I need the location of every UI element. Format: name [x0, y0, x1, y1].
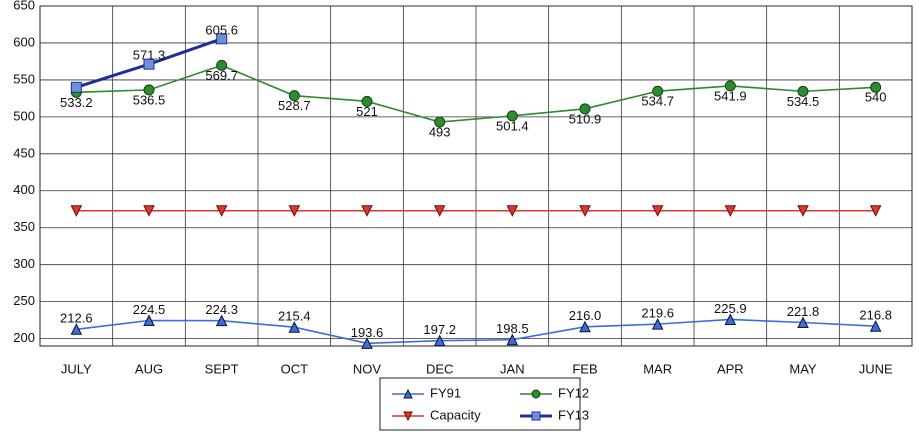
marker: [361, 205, 373, 217]
marker: [143, 58, 155, 70]
y-tick-label: 300: [13, 256, 35, 271]
marker: [797, 85, 809, 97]
x-tick-label: JUNE: [859, 361, 893, 376]
y-tick-label: 350: [13, 219, 35, 234]
data-label: 224.5: [133, 302, 166, 317]
marker: [579, 320, 591, 333]
marker: [288, 205, 301, 217]
marker: [143, 84, 155, 96]
marker: [288, 321, 301, 333]
marker: [579, 103, 591, 115]
data-label: 197.2: [423, 322, 456, 337]
marker: [724, 80, 736, 92]
y-tick-label: 550: [13, 71, 35, 86]
marker: [143, 205, 155, 217]
y-tick-label: 500: [13, 108, 35, 123]
marker: [724, 205, 737, 217]
marker: [797, 316, 809, 328]
data-label: 219.6: [641, 306, 674, 321]
marker: [797, 205, 809, 217]
marker: [403, 388, 413, 399]
y-tick-label: 200: [13, 330, 35, 345]
legend-label: Capacity: [430, 407, 481, 422]
x-tick-label: SEPT: [205, 361, 239, 376]
marker: [70, 205, 83, 217]
marker: [216, 33, 228, 45]
marker: [70, 323, 83, 335]
legend-box: [379, 377, 581, 431]
marker: [651, 318, 664, 330]
data-label: 536.5: [133, 92, 166, 107]
marker: [403, 411, 413, 422]
data-label: 534.5: [787, 94, 820, 109]
series-line: [76, 64, 876, 123]
y-tick-label: 250: [13, 293, 35, 308]
marker: [433, 334, 446, 347]
y-tick-label: 650: [13, 0, 35, 12]
marker: [531, 389, 541, 399]
x-tick-label: MAY: [789, 361, 817, 376]
x-tick-label: JULY: [61, 361, 92, 376]
marker: [869, 205, 882, 217]
marker: [433, 205, 446, 217]
x-tick-label: FEB: [572, 361, 597, 376]
data-label: 216.8: [859, 308, 892, 323]
marker: [652, 85, 664, 97]
data-label: 216.0: [569, 308, 602, 323]
data-label: 212.6: [60, 311, 93, 326]
legend-label: FY12: [558, 385, 589, 400]
x-tick-label: OCT: [281, 361, 309, 376]
data-label: 224.3: [205, 302, 238, 317]
marker: [869, 320, 882, 332]
marker: [506, 110, 518, 122]
data-label: 528.7: [278, 98, 311, 113]
data-label: 501.4: [496, 118, 529, 133]
marker: [288, 90, 300, 102]
y-tick-label: 600: [13, 34, 35, 49]
legend-label: FY13: [558, 407, 589, 422]
marker: [361, 337, 373, 349]
marker: [651, 205, 664, 217]
data-label: 569.7: [205, 68, 238, 83]
marker: [506, 205, 519, 217]
data-label: 541.9: [714, 88, 747, 103]
marker: [361, 95, 373, 107]
data-label: 493: [429, 124, 451, 139]
marker: [216, 59, 228, 71]
data-label: 215.4: [278, 309, 311, 324]
marker: [215, 314, 228, 327]
x-tick-label: DEC: [426, 361, 453, 376]
marker: [70, 81, 82, 93]
marker: [215, 205, 228, 217]
marker: [143, 314, 155, 326]
y-tick-label: 400: [13, 182, 35, 197]
data-label: 540: [865, 90, 887, 105]
x-tick-label: MAR: [643, 361, 672, 376]
data-label: 571.3: [133, 48, 166, 63]
y-tick-label: 450: [13, 145, 35, 160]
marker: [870, 81, 882, 93]
x-tick-label: NOV: [353, 361, 382, 376]
data-label: 193.6: [351, 325, 384, 340]
marker: [579, 205, 591, 217]
data-label: 534.7: [641, 94, 674, 109]
x-tick-label: AUG: [135, 361, 163, 376]
series-line: [76, 318, 876, 345]
x-tick-label: JAN: [500, 361, 525, 376]
x-tick-label: APR: [717, 361, 744, 376]
data-label: 221.8: [787, 304, 820, 319]
data-label: 225.9: [714, 301, 747, 316]
data-label: 521: [356, 104, 378, 119]
marker: [531, 411, 541, 421]
legend-label: FY91: [430, 385, 461, 400]
data-label: 533.2: [60, 95, 93, 110]
marker: [724, 313, 737, 325]
data-label: 605.6: [205, 22, 238, 37]
marker: [506, 333, 519, 346]
data-label: 510.9: [569, 111, 602, 126]
marker: [434, 116, 446, 128]
data-label: 198.5: [496, 321, 529, 336]
